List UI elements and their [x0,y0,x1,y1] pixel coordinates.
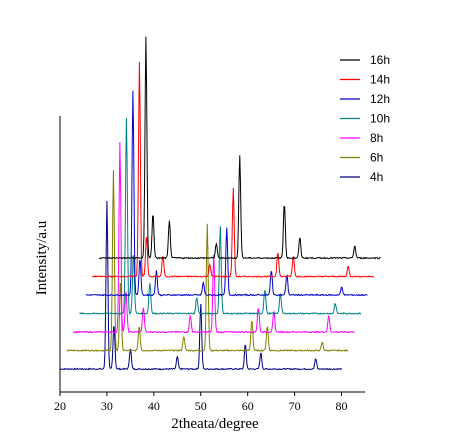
series-line-12h [85,90,368,297]
series-layer [59,36,381,371]
y-axis-title: Intensity/a.u [34,220,50,295]
x-axis-ticks: 20 30 40 50 60 70 80 [54,392,348,413]
plot-area: 20 30 40 50 60 70 80 [54,36,381,413]
legend-label-12h: 12h [370,92,390,106]
chart-legend: 16h 14h 12h 10h 8h 6h 4h [340,53,390,184]
x-tick-label: 20 [54,399,66,413]
series-line-6h [66,170,349,353]
legend-label-4h: 4h [370,170,383,184]
legend-label-14h: 14h [370,73,390,87]
series-line-14h [92,61,375,278]
series-line-16h [99,36,381,260]
legend-label-8h: 8h [370,131,383,145]
series-line-10h [79,117,362,316]
x-tick-label: 30 [101,399,113,413]
series-line-4h [59,200,342,371]
x-tick-label: 80 [336,399,348,413]
legend-label-6h: 6h [370,151,383,165]
x-tick-label: 50 [195,399,207,413]
series-line-8h [72,141,355,334]
x-axis-title: 2theata/degree [171,416,259,432]
legend-label-10h: 10h [370,112,390,126]
x-tick-label: 60 [242,399,254,413]
x-tick-label: 40 [148,399,160,413]
legend-label-16h: 16h [370,53,390,67]
x-tick-label: 70 [289,399,301,413]
